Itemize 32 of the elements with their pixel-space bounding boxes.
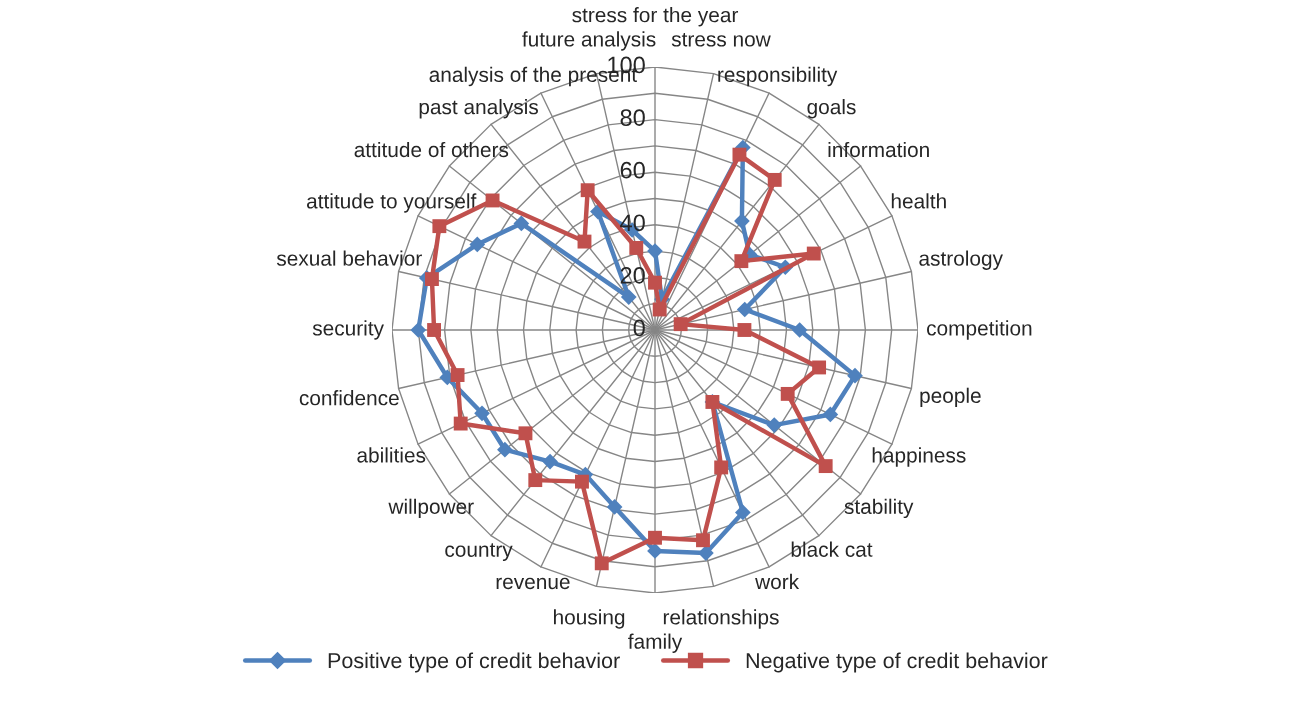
spoke-label: future analysis — [522, 31, 656, 51]
spoke-label: responsibility — [718, 66, 838, 87]
spoke-label: country — [445, 543, 513, 561]
y-tick-label: 60 — [620, 161, 645, 179]
spoke-label: housing — [554, 609, 625, 629]
spoke-label: astrology — [919, 250, 1003, 270]
spoke-label: black cat — [791, 541, 873, 557]
spoke-label: goals — [807, 99, 856, 119]
spoke-label: people — [920, 387, 981, 408]
spoke-label: relationships — [663, 609, 779, 629]
spoke-label: attitude of others — [354, 141, 509, 158]
spoke-label: confidence — [299, 390, 399, 406]
spoke-label: health — [891, 193, 946, 209]
y-tick-label: 0 — [633, 319, 645, 337]
spoke-label: security — [312, 320, 384, 340]
spoke-label: sexual behavior — [276, 250, 422, 266]
y-tick-label: 80 — [620, 109, 645, 126]
spoke-label: information — [828, 141, 929, 158]
spoke-label: abilities — [357, 447, 426, 463]
spoke-label: happiness — [872, 447, 966, 467]
spoke-label: attitude to yourself — [306, 193, 477, 213]
spoke-label: family — [628, 633, 683, 653]
spoke-label: work — [755, 573, 800, 590]
spoke-label: stability — [844, 498, 914, 519]
legend-label: Positive type of credit behavior — [328, 652, 620, 673]
legend-label: Negative type of credit behavior — [746, 652, 1048, 673]
spoke-label: stress now — [671, 32, 771, 47]
spoke-label: willpower — [388, 498, 474, 519]
spoke-label: past analysis — [419, 99, 538, 119]
spoke-label: competition — [927, 320, 1032, 340]
spoke-label: revenue — [496, 577, 570, 590]
spoke-label: stress for the year — [572, 7, 739, 27]
